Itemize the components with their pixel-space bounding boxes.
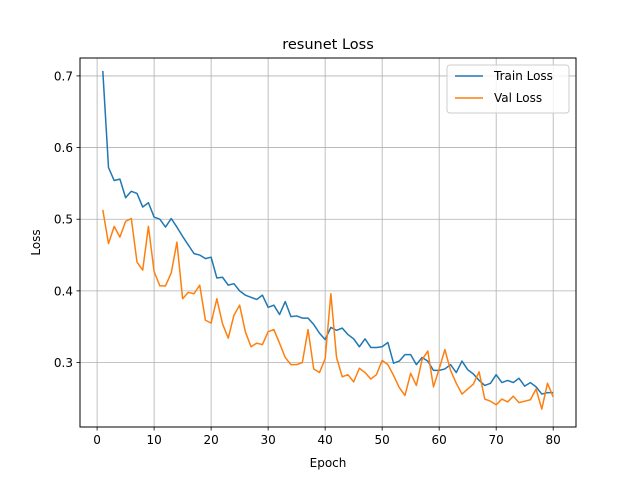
y-tick-label: 0.3 bbox=[54, 356, 73, 370]
legend-label-train-loss: Train Loss bbox=[493, 69, 553, 83]
y-axis-ticks: 0.3 0.4 0.5 0.6 0.7 bbox=[54, 69, 80, 370]
legend-label-val-loss: Val Loss bbox=[494, 91, 542, 105]
x-tick-label: 0 bbox=[93, 433, 101, 447]
grid-lines bbox=[80, 58, 576, 427]
x-tick-label: 30 bbox=[260, 433, 275, 447]
series-layer bbox=[102, 70, 554, 410]
y-axis-title: Loss bbox=[29, 229, 43, 255]
x-tick-label: 50 bbox=[375, 433, 390, 447]
x-tick-label: 10 bbox=[146, 433, 161, 447]
y-tick-label: 0.4 bbox=[54, 284, 73, 298]
y-tick-label: 0.5 bbox=[54, 213, 73, 227]
legend: Train Loss Val Loss bbox=[446, 64, 570, 114]
x-tick-label: 80 bbox=[546, 433, 561, 447]
plot-frame bbox=[79, 57, 577, 428]
y-tick-label: 0.7 bbox=[54, 69, 73, 83]
x-tick-label: 70 bbox=[489, 433, 504, 447]
chart-title: resunet Loss bbox=[282, 37, 374, 53]
legend-box bbox=[446, 64, 570, 114]
y-tick-label: 0.6 bbox=[54, 141, 73, 155]
series-line-val-loss bbox=[102, 209, 554, 410]
x-axis-title: Epoch bbox=[310, 456, 347, 470]
x-tick-label: 60 bbox=[432, 433, 447, 447]
x-tick-label: 40 bbox=[318, 433, 333, 447]
x-tick-label: 20 bbox=[203, 433, 218, 447]
x-axis-ticks: 0 10 20 30 40 50 60 70 80 bbox=[93, 427, 561, 447]
